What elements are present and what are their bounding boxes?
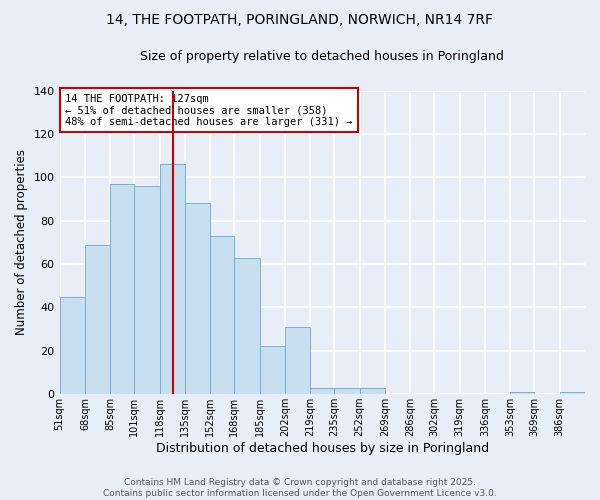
Bar (511, 392, 534, 394)
Bar (59, 296, 85, 394)
Bar (310, 388, 334, 394)
Text: 14 THE FOOTPATH: 127sqm
← 51% of detached houses are smaller (358)
48% of semi-d: 14 THE FOOTPATH: 127sqm ← 51% of detache… (65, 94, 352, 127)
Bar (134, 186, 160, 394)
Bar (260, 346, 285, 394)
Bar (110, 184, 134, 394)
Bar (85, 244, 110, 394)
Bar (560, 392, 585, 394)
Text: Contains HM Land Registry data © Crown copyright and database right 2025.
Contai: Contains HM Land Registry data © Crown c… (103, 478, 497, 498)
Title: Size of property relative to detached houses in Poringland: Size of property relative to detached ho… (140, 50, 504, 63)
Text: 14, THE FOOTPATH, PORINGLAND, NORWICH, NR14 7RF: 14, THE FOOTPATH, PORINGLAND, NORWICH, N… (107, 12, 493, 26)
Bar (359, 388, 385, 394)
X-axis label: Distribution of detached houses by size in Poringland: Distribution of detached houses by size … (156, 442, 489, 455)
Bar (211, 236, 234, 394)
Bar (160, 164, 185, 394)
Bar (185, 204, 211, 394)
Y-axis label: Number of detached properties: Number of detached properties (15, 150, 28, 336)
Bar (285, 327, 310, 394)
Bar (334, 388, 359, 394)
Bar (234, 258, 260, 394)
